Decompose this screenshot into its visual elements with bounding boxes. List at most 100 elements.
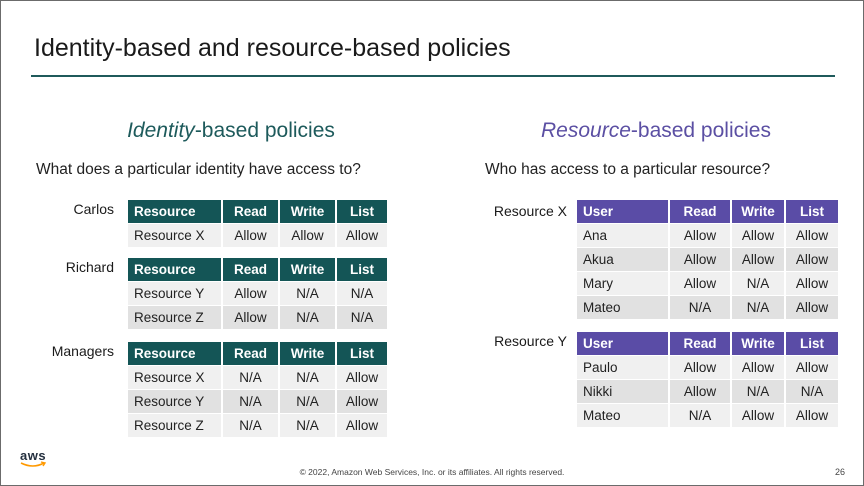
table-row: Mateo N/A Allow Allow <box>577 404 838 428</box>
cell-write: N/A <box>280 366 337 390</box>
resource-heading-em: Resource <box>541 119 631 142</box>
cell-write: N/A <box>732 272 786 296</box>
table-row: Resource Z Allow N/A N/A <box>128 306 387 330</box>
cell-list: Allow <box>786 224 838 248</box>
cell-list: Allow <box>337 224 387 248</box>
cell-write: N/A <box>732 296 786 320</box>
aws-smile-icon <box>20 461 47 467</box>
header-list: List <box>337 342 387 366</box>
cell-list: Allow <box>786 296 838 320</box>
header-read: Read <box>670 332 732 356</box>
group-label-resource-y: Resource Y <box>494 333 567 349</box>
cell-user: Nikki <box>577 380 670 404</box>
header-list: List <box>337 200 387 224</box>
table-row: Paulo Allow Allow Allow <box>577 356 838 380</box>
cell-list: Allow <box>786 248 838 272</box>
group-label-richard: Richard <box>65 259 114 275</box>
header-read: Read <box>223 200 280 224</box>
resource-table-x: User Read Write List Ana Allow Allow All… <box>577 200 838 320</box>
cell-list: N/A <box>786 380 838 404</box>
resource-heading: Resource-based policies <box>506 119 806 143</box>
identity-question: What does a particular identity have acc… <box>36 161 361 178</box>
group-label-resource-x: Resource X <box>493 203 567 219</box>
header-list: List <box>786 332 838 356</box>
header-resource: Resource <box>128 200 223 224</box>
cell-user: Paulo <box>577 356 670 380</box>
cell-write: Allow <box>280 224 337 248</box>
cell-list: Allow <box>786 272 838 296</box>
resource-table-y: User Read Write List Paulo Allow Allow A… <box>577 332 838 428</box>
cell-list: Allow <box>337 366 387 390</box>
cell-resource: Resource Z <box>128 306 223 330</box>
cell-resource: Resource X <box>128 366 223 390</box>
group-label-managers: Managers <box>51 343 114 359</box>
table-row: Mateo N/A N/A Allow <box>577 296 838 320</box>
cell-read: Allow <box>670 248 732 272</box>
table-row: Resource X Allow Allow Allow <box>128 224 387 248</box>
resource-heading-rest: -based policies <box>630 119 771 142</box>
cell-read: Allow <box>670 356 732 380</box>
table-row: Ana Allow Allow Allow <box>577 224 838 248</box>
identity-heading-em: Identity <box>127 119 195 142</box>
header-read: Read <box>223 258 280 282</box>
cell-read: N/A <box>670 296 732 320</box>
header-read: Read <box>223 342 280 366</box>
cell-list: N/A <box>337 282 387 306</box>
cell-read: Allow <box>670 272 732 296</box>
header-user: User <box>577 200 670 224</box>
cell-user: Akua <box>577 248 670 272</box>
header-write: Write <box>732 332 786 356</box>
cell-user: Mateo <box>577 296 670 320</box>
aws-logo: aws <box>20 447 50 469</box>
title-divider <box>31 75 835 77</box>
cell-read: Allow <box>223 306 280 330</box>
identity-table-carlos: Resource Read Write List Resource X Allo… <box>128 200 387 248</box>
cell-user: Ana <box>577 224 670 248</box>
cell-read: Allow <box>670 224 732 248</box>
cell-list: Allow <box>786 356 838 380</box>
cell-resource: Resource Z <box>128 414 223 438</box>
slide-title: Identity-based and resource-based polici… <box>34 34 511 62</box>
table-row: Nikki Allow N/A N/A <box>577 380 838 404</box>
header-resource: Resource <box>128 258 223 282</box>
copyright: © 2022, Amazon Web Services, Inc. or its… <box>299 467 565 477</box>
header-read: Read <box>670 200 732 224</box>
cell-list: N/A <box>337 306 387 330</box>
table-row: Resource Z N/A N/A Allow <box>128 414 387 438</box>
cell-write: Allow <box>732 356 786 380</box>
cell-list: Allow <box>786 404 838 428</box>
cell-read: N/A <box>223 390 280 414</box>
header-resource: Resource <box>128 342 223 366</box>
cell-write: N/A <box>280 282 337 306</box>
cell-resource: Resource Y <box>128 282 223 306</box>
cell-write: N/A <box>280 390 337 414</box>
cell-list: Allow <box>337 390 387 414</box>
cell-read: Allow <box>223 282 280 306</box>
identity-heading-rest: -based policies <box>194 119 335 142</box>
cell-read: N/A <box>670 404 732 428</box>
header-list: List <box>786 200 838 224</box>
header-user: User <box>577 332 670 356</box>
cell-write: Allow <box>732 224 786 248</box>
cell-resource: Resource Y <box>128 390 223 414</box>
table-row: Resource Y N/A N/A Allow <box>128 390 387 414</box>
resource-question: Who has access to a particular resource? <box>485 161 771 178</box>
identity-table-managers: Resource Read Write List Resource X N/A … <box>128 342 387 438</box>
cell-write: N/A <box>280 414 337 438</box>
group-label-carlos: Carlos <box>73 201 114 217</box>
table-row: Akua Allow Allow Allow <box>577 248 838 272</box>
identity-heading: Identity-based policies <box>96 119 366 143</box>
cell-read: N/A <box>223 414 280 438</box>
cell-read: N/A <box>223 366 280 390</box>
table-row: Resource X N/A N/A Allow <box>128 366 387 390</box>
aws-logo-text: aws <box>20 448 47 463</box>
cell-user: Mary <box>577 272 670 296</box>
cell-write: Allow <box>732 404 786 428</box>
cell-write: Allow <box>732 248 786 272</box>
header-list: List <box>337 258 387 282</box>
cell-resource: Resource X <box>128 224 223 248</box>
cell-user: Mateo <box>577 404 670 428</box>
header-write: Write <box>280 258 337 282</box>
header-write: Write <box>732 200 786 224</box>
